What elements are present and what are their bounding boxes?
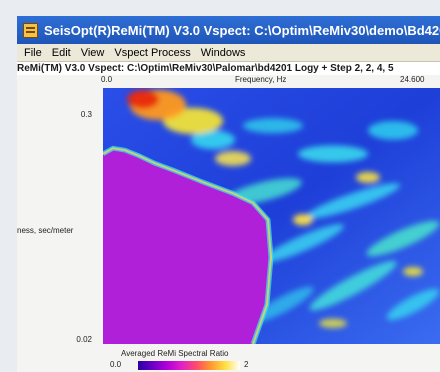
x-axis-label: Frequency, Hz <box>235 75 287 84</box>
menu-file[interactable]: File <box>24 46 42 59</box>
colorbar <box>138 361 240 370</box>
y-axis-label: ness, sec/meter <box>17 226 74 235</box>
menu-view[interactable]: View <box>80 46 105 59</box>
menu-edit[interactable]: Edit <box>51 46 71 59</box>
plot-subtitle: ReMi(TM) V3.0 Vspect: C:\Optim\ReMiv30\P… <box>17 63 394 74</box>
x-axis-min-label: 0.0 <box>101 75 113 84</box>
window-title: SeisOpt(R)ReMi(TM) V3.0 Vspect: C:\Optim… <box>44 22 440 38</box>
colorbar-max-label: 2 <box>244 360 249 369</box>
app-icon <box>23 22 38 38</box>
velocity-spectrum-image[interactable] <box>103 88 440 344</box>
title-bar[interactable]: SeisOpt(R)ReMi(TM) V3.0 Vspect: C:\Optim… <box>17 16 440 44</box>
menu-bar: File Edit View Vspect Process Windows <box>17 44 440 62</box>
y-axis-bottom-label: 0.02 <box>76 335 92 344</box>
x-axis-max-label: 24.600 <box>400 75 425 84</box>
menu-vspect-process[interactable]: Vspect Process <box>114 46 191 59</box>
colorbar-label: Averaged ReMi Spectral Ratio <box>121 349 229 358</box>
y-axis-top-label: 0.3 <box>80 110 92 119</box>
colorbar-min-label: 0.0 <box>110 360 122 369</box>
menu-windows[interactable]: Windows <box>200 46 246 59</box>
